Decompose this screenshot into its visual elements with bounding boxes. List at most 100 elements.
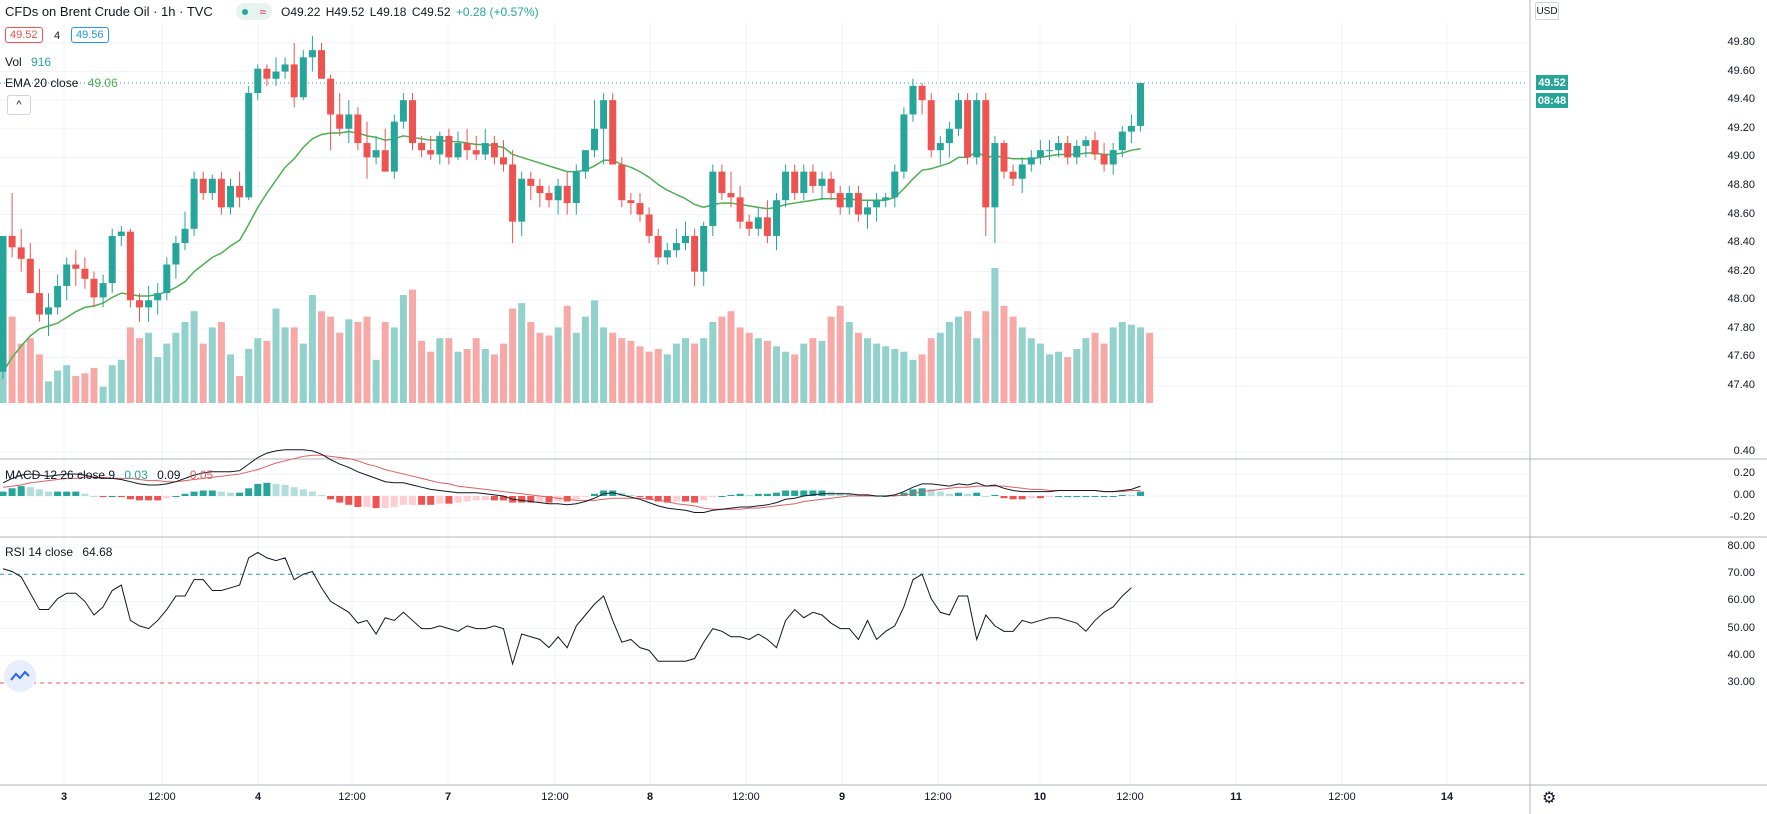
rsi-tick-label: 40.00 (1727, 648, 1755, 661)
macd-histogram-bar (227, 492, 234, 496)
macd-line (2, 449, 1141, 513)
tradingview-logo[interactable] (4, 660, 36, 692)
candle-body (1055, 143, 1063, 151)
macd-histogram-bar (327, 496, 335, 500)
macd-histogram-bar (536, 496, 544, 503)
ask-price-box[interactable]: 49.56 (71, 27, 109, 43)
volume-bar (736, 327, 744, 403)
candle-body (345, 114, 353, 129)
candle-body (108, 235, 116, 284)
macd-histogram-bar (627, 494, 635, 496)
candle-body (208, 178, 216, 194)
macd-histogram-bar (208, 490, 216, 496)
volume-bar (636, 346, 644, 403)
candle-body (0, 235, 7, 372)
macd-histogram-bar (363, 496, 371, 507)
candle-body (481, 143, 489, 155)
candle-body (409, 100, 416, 144)
volume-bar (327, 316, 335, 403)
candle-body (672, 243, 680, 251)
macd-histogram-bar (918, 488, 926, 496)
candle-body (445, 135, 453, 158)
candle-body (336, 114, 344, 129)
macd-histogram-bar (718, 496, 726, 497)
bid-price-box[interactable]: 49.52 (5, 27, 43, 43)
volume-bar (754, 338, 762, 403)
candle-body (955, 100, 962, 129)
macd-histogram-bar (936, 491, 944, 496)
volume-bar (955, 316, 962, 403)
price-tick-label: 48.20 (1727, 264, 1755, 277)
candle-body (99, 283, 107, 298)
macd-histogram-bar (545, 496, 553, 503)
volume-bar (108, 365, 116, 403)
macd-histogram-bar (345, 496, 353, 505)
macd-histogram-bar (63, 491, 71, 496)
volume-bar (45, 381, 52, 403)
time-tick-label: 10 (1033, 791, 1047, 803)
candle-body (864, 207, 871, 215)
macd-histogram-bar (308, 491, 316, 496)
candle-body (691, 235, 699, 272)
macd-legend[interactable]: MACD 12 26 close 9 0.03 0.09 0.05 (5, 468, 215, 482)
macd-histogram-bar (372, 496, 380, 509)
volume-bar (773, 346, 780, 403)
volume-bar (554, 327, 562, 403)
macd-histogram-bar (1036, 496, 1044, 499)
candle-body (136, 300, 143, 308)
currency-button[interactable]: USD (1535, 2, 1559, 20)
settings-gear-icon[interactable]: ⚙ (1542, 790, 1557, 807)
candle-body (973, 100, 981, 158)
time-tick-label: 12:00 (1116, 791, 1144, 803)
volume-bar (618, 338, 626, 403)
volume-bar (1146, 332, 1154, 403)
ask-price: 49.56 (76, 29, 104, 41)
volume-bar (1109, 327, 1117, 403)
volume-bar (527, 322, 535, 403)
spread-value: 4 (54, 30, 61, 42)
candle-body (572, 171, 580, 204)
volume-bar (782, 351, 790, 403)
volume-legend[interactable]: Vol 916 (5, 55, 53, 69)
macd-histogram-bar (600, 490, 608, 496)
volume-bar (290, 327, 298, 403)
volume-bar (809, 338, 817, 403)
candle-body (126, 231, 134, 301)
bid-price: 49.52 (10, 29, 38, 41)
candle-body (8, 235, 16, 248)
macd-histogram-bar (891, 494, 899, 496)
rsi-tick-label: 30.00 (1727, 676, 1755, 688)
candle-body (245, 93, 253, 198)
candle-body (272, 71, 280, 79)
volume-bar (236, 376, 244, 403)
candle-body (900, 114, 908, 172)
macd-histogram-bar (736, 493, 744, 496)
macd-histogram-bar (0, 491, 7, 496)
macd-histogram-bar (236, 492, 244, 496)
volume-bar (136, 338, 143, 403)
rsi-legend[interactable]: RSI 14 close 64.68 (5, 545, 114, 559)
candle-body (154, 293, 162, 301)
plot-background (0, 0, 1528, 814)
candle-body (26, 258, 34, 294)
macd-histogram-bar (427, 496, 435, 505)
macd-histogram-bar (199, 490, 207, 496)
volume-bar (308, 295, 316, 403)
candle-body (290, 64, 298, 98)
volume-bar (900, 351, 908, 403)
price-tick-label: 49.40 (1727, 93, 1755, 106)
status-pill[interactable]: ≈ (236, 3, 272, 20)
ema-legend[interactable]: EMA 20 close 49.06 (5, 76, 120, 90)
macd-histogram-bar (973, 492, 981, 496)
volume-bar (399, 295, 407, 403)
macd-histogram-bar (1091, 496, 1099, 497)
candle-body (454, 143, 462, 158)
candle-body (299, 57, 307, 98)
collapse-legend-button[interactable]: ^ (7, 95, 31, 115)
volume-bar (99, 386, 107, 403)
price-tick-label: 47.60 (1727, 350, 1755, 363)
volume-bar (54, 370, 62, 403)
volume-bar (973, 338, 981, 403)
volume-bar (1082, 338, 1090, 403)
